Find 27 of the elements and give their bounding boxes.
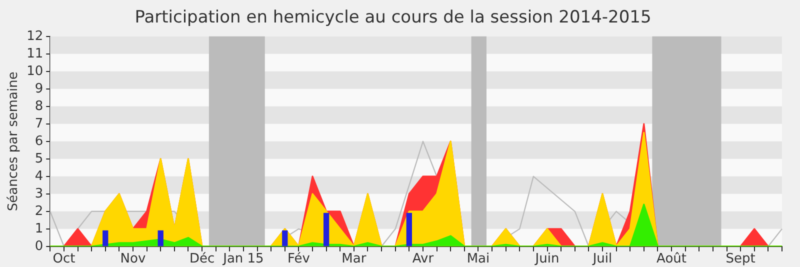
x-tick-label: Avr [412, 252, 434, 267]
y-tick-label: 5 [34, 151, 44, 166]
y-tick-label: 0 [34, 238, 44, 254]
y-tick-label: 10 [26, 64, 44, 79]
x-tick-label: Août [656, 252, 687, 267]
x-tick-label: Fév [287, 252, 310, 267]
x-tick-label: Mar [342, 252, 367, 267]
y-tick-label: 11 [26, 46, 44, 62]
y-tick-label: 7 [34, 116, 44, 132]
x-tick-label: Sept [726, 252, 756, 267]
chart-title: Participation en hemicycle au cours de la session 2014-2015 [134, 8, 652, 28]
y-axis-title: Séances par semaine [6, 72, 22, 212]
y-tick-label: 4 [34, 168, 44, 184]
y-tick-label: 12 [26, 28, 44, 44]
x-tick-label: Jan 15 [222, 252, 264, 267]
x-tick-label: Nov [120, 252, 146, 267]
y-tick-label: 9 [34, 81, 44, 96]
y-tick-label: 6 [34, 134, 44, 149]
x-tick-label: Mai [466, 252, 490, 267]
x-tick-label: Oct [52, 252, 76, 267]
y-tick-label: 3 [34, 186, 44, 202]
x-tick-label: Juil [592, 252, 612, 267]
y-tick-label: 1 [34, 221, 44, 236]
y-tick-label: 8 [34, 98, 44, 114]
x-tick-label: Déc [189, 252, 215, 267]
y-tick-label: 2 [34, 204, 44, 219]
x-tick-label: Juin [534, 252, 560, 267]
